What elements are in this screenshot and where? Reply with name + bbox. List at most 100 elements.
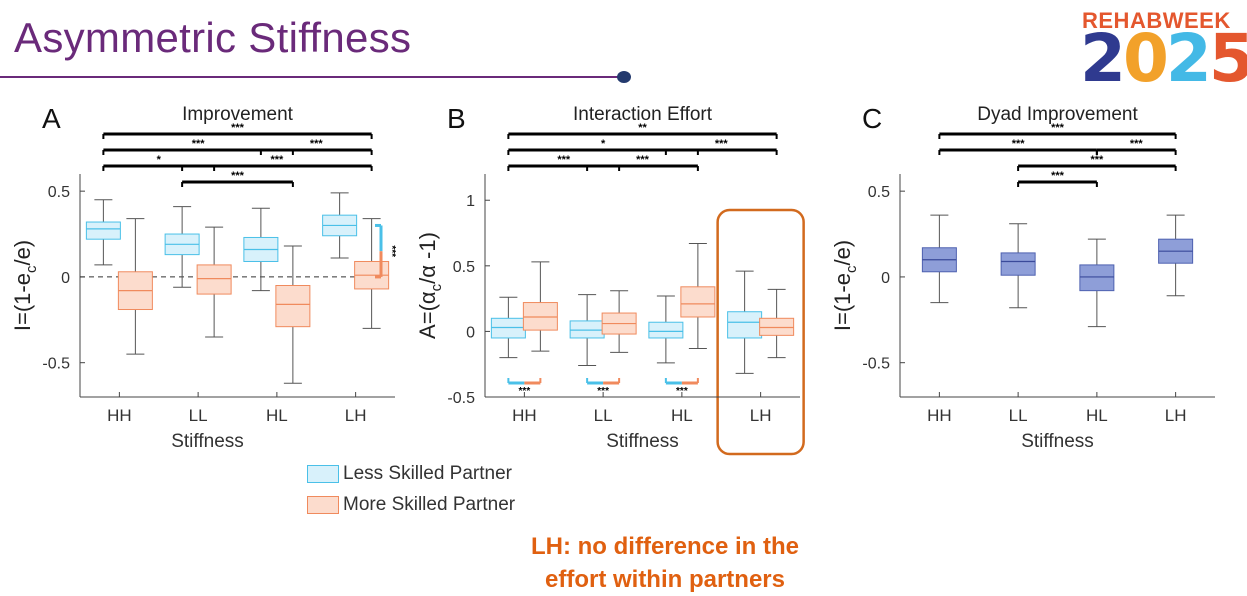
x-axis-label: Stiffness bbox=[606, 431, 679, 452]
x-tick-label: LL bbox=[594, 406, 613, 425]
box-body bbox=[275, 285, 311, 328]
box-body bbox=[85, 221, 121, 240]
y-tick-label: 0.5 bbox=[48, 184, 70, 201]
rehabweek-logo: REHABWEEK 2025 bbox=[1080, 8, 1247, 94]
callout-text: LH: no difference in the effort within p… bbox=[470, 530, 860, 596]
within-bracket-label: *** bbox=[676, 386, 688, 397]
chart-title: Interaction Effort bbox=[573, 104, 713, 125]
panel-letter: A bbox=[42, 103, 61, 134]
axis-label-part: c bbox=[843, 265, 860, 273]
legend-label: Less Skilled Partner bbox=[343, 462, 512, 484]
logo-year-digit: 5 bbox=[1208, 20, 1247, 97]
legend: Less Skilled Partner More Skilled Partne… bbox=[307, 458, 515, 520]
axis-label-part: I=(1-e bbox=[830, 273, 855, 331]
significance-label: *** bbox=[1051, 170, 1065, 182]
logo-wordmark: REHABWEEK bbox=[1082, 8, 1231, 34]
y-tick-label: -0.5 bbox=[862, 356, 890, 373]
axis-label-part: c bbox=[23, 265, 40, 273]
x-tick-label: HH bbox=[927, 406, 952, 425]
box-body bbox=[759, 317, 795, 336]
significance-label: *** bbox=[1012, 138, 1026, 150]
significance-label: *** bbox=[231, 122, 245, 134]
box-body bbox=[196, 264, 232, 295]
chart-interaction-effort: B Interaction Effort 1 0.5 0 -0.5 HH LL HL LH Stif… bbox=[415, 103, 805, 456]
x-tick-label: HH bbox=[107, 406, 132, 425]
chart-improvement: A Improvement 0.5 0 -0.5 HH LL HL LH Stiffness I=(… bbox=[10, 103, 397, 452]
box-body bbox=[1079, 264, 1115, 292]
y-tick-label: 1 bbox=[466, 193, 475, 210]
legend-item-less-skilled: Less Skilled Partner bbox=[307, 458, 515, 489]
logo-wordmark-text: REHABWEEK bbox=[1082, 8, 1231, 33]
axis-label-part: A=(α bbox=[415, 291, 440, 339]
significance-label: * bbox=[157, 154, 162, 166]
y-tick-label: -0.5 bbox=[42, 356, 70, 373]
significance-label: *** bbox=[557, 154, 571, 166]
axis-label-part: c bbox=[428, 283, 445, 291]
y-tick-label: 0.5 bbox=[453, 259, 475, 276]
y-axis-label: I=(1-ec/e) bbox=[10, 240, 40, 331]
box-body bbox=[727, 311, 763, 339]
within-bracket-label: *** bbox=[597, 386, 609, 397]
logo-year: 2025 bbox=[1080, 26, 1247, 92]
x-tick-label: LH bbox=[750, 406, 772, 425]
significance-label: *** bbox=[192, 138, 206, 150]
legend-swatch-more-skilled bbox=[307, 495, 339, 514]
significance-label: *** bbox=[1130, 138, 1144, 150]
logo-year-digit: 0 bbox=[1122, 20, 1169, 97]
significance-label: *** bbox=[270, 154, 284, 166]
highlight-frame bbox=[716, 208, 805, 456]
panel-letter: B bbox=[447, 103, 466, 134]
axis-label-part: I=(1-e bbox=[10, 273, 35, 331]
logo-year-digit: 2 bbox=[1080, 20, 1126, 97]
panel-letter: C bbox=[862, 103, 882, 134]
legend-item-more-skilled: More Skilled Partner bbox=[307, 489, 515, 520]
chart-title: Dyad Improvement bbox=[977, 104, 1138, 125]
axis-label-part: /e) bbox=[830, 240, 855, 266]
box-body bbox=[1000, 252, 1036, 276]
box-body bbox=[569, 320, 605, 339]
box-body bbox=[648, 321, 684, 339]
callout-line: LH: no difference in the bbox=[530, 533, 799, 560]
x-tick-label: LL bbox=[1009, 406, 1028, 425]
title-underline-dot bbox=[617, 71, 631, 83]
box-body bbox=[680, 286, 716, 318]
panel-a: A Improvement 0.5 0 -0.5 HH LL HL LH Stiffness I=(… bbox=[0, 92, 420, 462]
x-tick-label: LH bbox=[1165, 406, 1187, 425]
x-tick-label: HL bbox=[671, 406, 693, 425]
x-tick-label: HL bbox=[266, 406, 288, 425]
significance-label: * bbox=[601, 138, 606, 150]
significance-label: ** bbox=[638, 122, 647, 134]
within-bracket-label: *** bbox=[519, 386, 531, 397]
legend-swatch-less-skilled bbox=[307, 464, 339, 483]
y-tick-label: 0 bbox=[466, 324, 475, 341]
chart-dyad-improvement: C Dyad Improvement 0.5 0 -0.5 HH LL HL LH Stiffne… bbox=[830, 103, 1215, 452]
axis-label-part: /α -1) bbox=[415, 232, 440, 284]
panel-b: B Interaction Effort 1 0.5 0 -0.5 HH LL HL LH Stif… bbox=[405, 92, 825, 462]
panel-c: C Dyad Improvement 0.5 0 -0.5 HH LL HL LH Stiffne… bbox=[820, 92, 1240, 462]
y-tick-label: 0 bbox=[881, 270, 890, 287]
legend-label: More Skilled Partner bbox=[343, 493, 516, 515]
callout-line: effort within partners bbox=[544, 566, 785, 593]
y-tick-label: 0 bbox=[61, 270, 70, 287]
y-tick-label: -0.5 bbox=[447, 390, 475, 407]
box-body bbox=[522, 302, 558, 331]
x-tick-label: HL bbox=[1086, 406, 1108, 425]
x-tick-label: LL bbox=[189, 406, 208, 425]
y-axis-label: A=(αc/α -1) bbox=[415, 232, 445, 339]
x-tick-label: HH bbox=[512, 406, 537, 425]
x-tick-label: LH bbox=[345, 406, 367, 425]
x-axis-label: Stiffness bbox=[1021, 431, 1094, 452]
significance-label: *** bbox=[715, 138, 729, 150]
significance-label: *** bbox=[310, 138, 324, 150]
significance-label: *** bbox=[636, 154, 650, 166]
chart-title: Improvement bbox=[182, 104, 294, 125]
significance-label: *** bbox=[1090, 154, 1104, 166]
box-body bbox=[490, 317, 526, 339]
logo-year-digit: 2 bbox=[1165, 20, 1212, 97]
axis-label-part: /e) bbox=[10, 240, 35, 266]
significance-label: *** bbox=[1051, 122, 1065, 134]
side-bracket-label: *** bbox=[386, 245, 397, 257]
title-underline bbox=[0, 76, 622, 78]
significance-label: *** bbox=[231, 170, 245, 182]
y-tick-label: 0.5 bbox=[868, 184, 890, 201]
